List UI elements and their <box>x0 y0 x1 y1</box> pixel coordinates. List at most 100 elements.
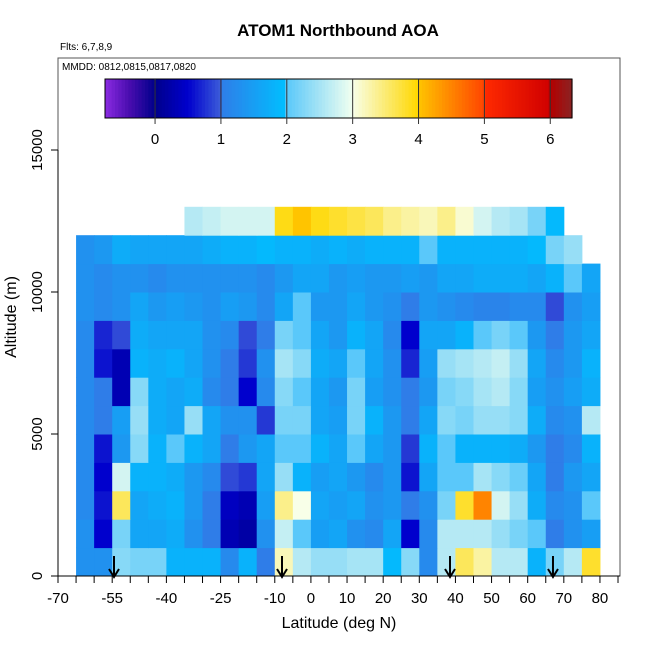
heatmap-cell <box>419 377 438 407</box>
colorbar-segment <box>238 79 243 118</box>
heatmap-cell <box>383 519 402 549</box>
heatmap-cell <box>491 206 511 236</box>
heatmap-cell <box>581 434 601 463</box>
colorbar-segment <box>251 79 256 118</box>
heatmap-cell <box>166 519 185 549</box>
colorbar-segment <box>525 79 530 118</box>
heatmap-cell <box>491 320 511 350</box>
heatmap-cell <box>310 263 330 293</box>
y-tick-label: 10000 <box>29 271 46 313</box>
colorbar-segment <box>115 79 119 118</box>
heatmap-cell <box>238 434 258 463</box>
heatmap-cell <box>112 320 131 350</box>
heatmap-cell <box>184 263 204 293</box>
heatmap-cell <box>220 490 240 520</box>
heatmap-cell <box>455 206 474 236</box>
heatmap-cell <box>166 462 185 492</box>
colorbar-segment <box>128 79 133 118</box>
heatmap-cell <box>328 377 348 407</box>
heatmap-cell <box>328 206 348 236</box>
x-axis: -70 -55 -40 -25 -10 0 10 20 30 40 50 60 70 80 <box>47 575 620 607</box>
y-tick-label: 15000 <box>29 129 46 171</box>
colorbar-segment <box>455 79 460 118</box>
heatmap-cell <box>527 206 547 236</box>
colorbar-segment <box>125 79 129 118</box>
x-tick-label: 40 <box>447 590 464 607</box>
profile-arrow <box>547 556 559 579</box>
colorbar-segment <box>311 79 316 118</box>
colorbar-segment <box>521 79 526 118</box>
heatmap-cell <box>437 292 456 321</box>
heatmap-cell <box>509 405 529 435</box>
heatmap-cell <box>202 519 222 549</box>
heatmap-cell <box>473 547 493 577</box>
colorbar-segment <box>368 79 373 118</box>
heatmap-cell <box>292 405 312 435</box>
heatmap-cell <box>148 235 167 265</box>
heatmap-cell <box>473 263 493 293</box>
heatmap-cell <box>527 348 547 378</box>
heatmap-cell <box>238 235 258 265</box>
x-tick-label: 0 <box>307 590 315 607</box>
colorbar-segment <box>345 79 350 118</box>
colorbar-segment <box>291 79 296 118</box>
colorbar-segment <box>468 79 473 118</box>
heatmap-cell <box>365 320 384 350</box>
colorbar-segment <box>331 79 336 118</box>
heatmap-cell <box>148 348 167 378</box>
heatmap-cell <box>166 235 185 265</box>
heatmap-cell <box>383 206 402 236</box>
heatmap-cell <box>292 206 312 236</box>
heatmap-cell <box>274 292 294 321</box>
heatmap-cell <box>581 490 601 520</box>
heatmap-cell <box>310 462 330 492</box>
heatmap-cell <box>545 320 565 350</box>
heatmap-cell <box>509 519 529 549</box>
colorbar-tick-label: 1 <box>217 131 225 148</box>
heatmap-cell <box>256 519 276 549</box>
colorbar-segment <box>388 79 393 118</box>
colorbar-segment <box>261 79 266 118</box>
heatmap-cell <box>292 490 312 520</box>
heatmap-cell <box>383 320 402 350</box>
colorbar-segment <box>418 79 423 118</box>
heatmap-cell <box>202 547 222 577</box>
colorbar-segment <box>348 79 353 118</box>
heatmap-cell <box>130 547 149 577</box>
heatmap-cell <box>184 405 204 435</box>
colorbar-frame <box>104 78 573 119</box>
heatmap-cell <box>76 405 95 435</box>
colorbar-segment <box>278 79 283 118</box>
colorbar-segment <box>565 79 570 118</box>
heatmap-cell <box>202 292 222 321</box>
heatmap-cell <box>473 490 493 520</box>
heatmap-cell <box>274 547 294 577</box>
heatmap-cell <box>545 206 565 236</box>
colorbar-segment <box>391 79 396 118</box>
heatmap-cell <box>563 348 583 378</box>
colorbar-segment <box>175 79 179 118</box>
heatmap-cell <box>383 348 402 378</box>
colorbar-segment <box>168 79 173 118</box>
heatmap-cell <box>112 235 131 265</box>
colorbar-segment <box>258 79 263 118</box>
heatmap-cell <box>347 462 366 492</box>
heatmap-cell <box>292 263 312 293</box>
heatmap-cell <box>328 292 348 321</box>
heatmap-cell <box>112 434 131 463</box>
heatmap-cell <box>365 206 384 236</box>
heatmap-cell <box>202 434 222 463</box>
y-tick-label: 5000 <box>29 417 46 450</box>
heatmap-cell <box>220 434 240 463</box>
colorbar-segment <box>385 79 390 118</box>
heatmap-cell <box>148 405 167 435</box>
heatmap-cell <box>256 206 276 236</box>
heatmap-cell <box>274 263 294 293</box>
x-tick-label: 20 <box>375 590 392 607</box>
heatmap-cell <box>328 547 348 577</box>
heatmap-cell <box>112 547 131 577</box>
heatmap-cell <box>148 462 167 492</box>
heatmap-cell <box>274 206 294 236</box>
heatmap-cell <box>238 206 258 236</box>
heatmap-cell <box>401 235 420 265</box>
